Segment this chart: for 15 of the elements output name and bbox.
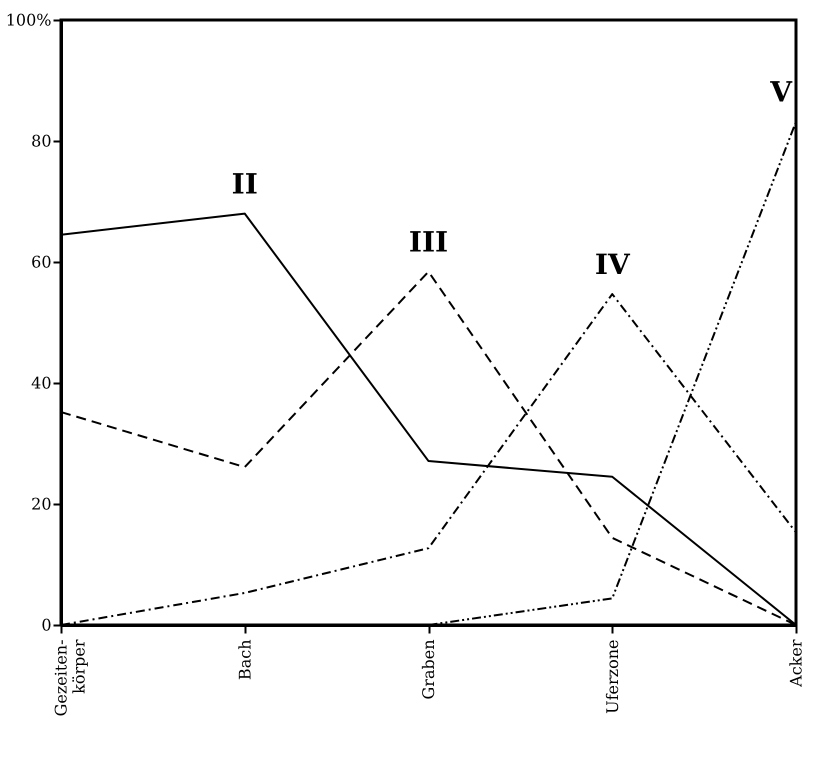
series-label: III (408, 226, 448, 259)
y-tick-label: 20 (31, 494, 52, 514)
x-tick-label: Uferzone (602, 640, 622, 714)
series-label: IV (594, 248, 631, 282)
x-tick-label: Bach (235, 640, 254, 680)
y-tick-label: 80 (31, 132, 52, 150)
y-tick-label: 60 (31, 252, 52, 272)
x-tick-label: Acker (786, 639, 806, 688)
series-label: V (769, 76, 794, 109)
y-tick-label: 0 (41, 616, 52, 634)
y-tick-label: 40 (31, 374, 52, 392)
x-tick-label: Gezeiten- körper (52, 639, 88, 716)
series-label: II (232, 168, 258, 201)
x-tick-label: Graben (419, 640, 438, 700)
y-tick-label: 100% (6, 10, 52, 30)
